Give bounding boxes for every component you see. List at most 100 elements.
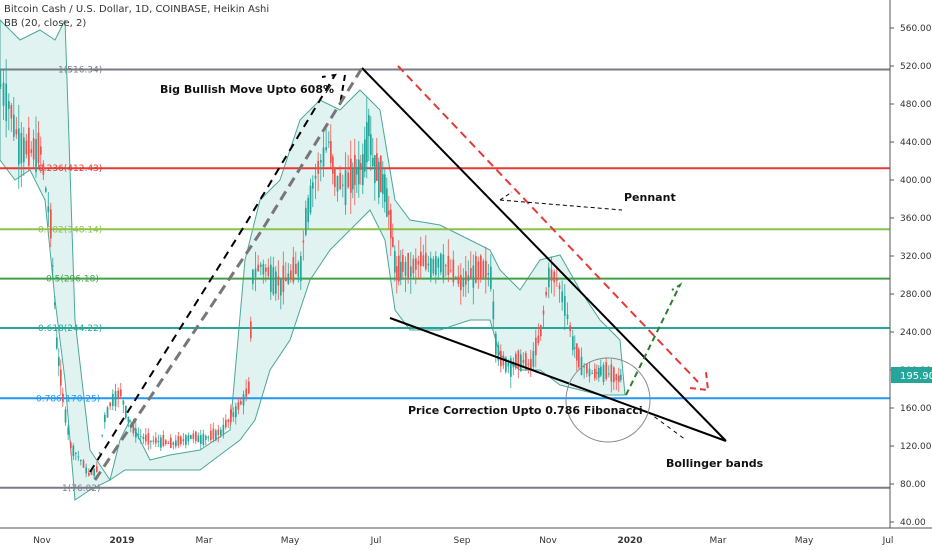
y-tick-label: 280.00 xyxy=(900,290,932,300)
candle-body xyxy=(88,472,90,476)
candle-body xyxy=(410,266,412,277)
candle-body xyxy=(145,434,147,442)
candle-body xyxy=(160,437,162,448)
last-price-badge: 195.90 xyxy=(891,367,932,383)
candle-body xyxy=(5,83,8,122)
candle-body xyxy=(394,251,396,273)
candle-body xyxy=(620,374,622,380)
candle-body xyxy=(15,129,18,135)
candle-body xyxy=(242,394,245,406)
y-tick-label: 40.00 xyxy=(900,518,926,528)
candle-body xyxy=(334,168,336,188)
price-axis: 40.0080.00120.00160.00200.00240.00280.00… xyxy=(890,24,932,528)
fib-label: 0.236(412.43) xyxy=(38,164,102,174)
candle-body xyxy=(545,291,548,296)
red-dashed-tail xyxy=(689,371,710,392)
candle-body xyxy=(42,163,45,175)
candle-body xyxy=(362,154,364,186)
x-tick-label: Nov xyxy=(33,536,51,546)
candle-body xyxy=(175,440,177,447)
x-tick-label: Nov xyxy=(539,536,557,546)
candle-body xyxy=(470,267,472,280)
candle-body xyxy=(190,434,192,440)
candle-body xyxy=(207,436,210,438)
candle-body xyxy=(152,440,155,442)
candle-body xyxy=(217,429,220,435)
candle-body xyxy=(402,255,404,272)
candle-body xyxy=(307,197,310,223)
candle-body xyxy=(472,265,475,288)
candle-body xyxy=(314,175,317,179)
candle-body xyxy=(591,373,594,375)
candle-body xyxy=(344,170,347,206)
y-tick-label: 520.00 xyxy=(900,62,932,72)
candle-body xyxy=(437,258,440,268)
candle-body xyxy=(583,366,586,368)
candle-body xyxy=(455,277,457,279)
candle-body xyxy=(170,437,172,448)
candle-body xyxy=(352,169,354,190)
candle-body xyxy=(572,336,574,351)
candle-body xyxy=(578,349,580,368)
candle-body xyxy=(532,351,535,367)
candle-body xyxy=(82,460,85,468)
candle-body xyxy=(212,428,215,440)
candle-body xyxy=(550,269,553,281)
candle-body xyxy=(598,367,600,378)
candle-body xyxy=(336,175,339,192)
pennant-dashed-2 xyxy=(499,191,513,201)
big-move-dashed-gray xyxy=(93,67,364,481)
candle-body xyxy=(292,257,295,282)
candle-body xyxy=(370,134,372,156)
big-move-dashed-black xyxy=(89,73,337,473)
fib-label: 1(516.34) xyxy=(58,65,102,75)
candle-body xyxy=(237,402,240,410)
candle-body xyxy=(18,128,20,165)
candle-body xyxy=(427,263,430,266)
candle-body xyxy=(80,460,82,462)
candle-body xyxy=(285,277,287,282)
candle-body xyxy=(460,274,462,291)
candle-body xyxy=(615,374,618,381)
candle-body xyxy=(287,273,290,284)
candle-body xyxy=(390,209,392,239)
bollinger-pointer xyxy=(647,411,687,441)
y-tick-label: 160.00 xyxy=(900,404,932,414)
candle-body xyxy=(530,359,532,369)
candle-body xyxy=(182,439,185,442)
candle-body xyxy=(52,265,54,267)
candle-body xyxy=(157,440,160,443)
candle-body xyxy=(277,276,280,286)
candle-body xyxy=(117,390,120,399)
candle-body xyxy=(250,321,252,339)
candle-body xyxy=(98,452,101,454)
candle-body xyxy=(104,414,106,423)
candle-body xyxy=(72,445,75,457)
candle-body xyxy=(594,368,596,379)
candle-body xyxy=(475,255,477,283)
candle-body xyxy=(425,252,427,270)
y-tick-label: 80.00 xyxy=(900,480,926,490)
triangle-top-line xyxy=(361,67,727,442)
candle-body xyxy=(445,265,447,267)
candle-body xyxy=(535,337,537,356)
candle-body xyxy=(67,427,70,435)
candle-body xyxy=(225,419,227,428)
candle-body xyxy=(576,343,578,361)
candle-body xyxy=(101,434,104,436)
candle-body xyxy=(440,253,442,273)
candle-body xyxy=(515,354,517,369)
candle-body xyxy=(396,266,398,281)
candle-body xyxy=(305,207,307,235)
candle-body xyxy=(330,141,332,163)
y-tick-label: 360.00 xyxy=(900,214,932,224)
candle-body xyxy=(96,466,98,472)
candle-body xyxy=(378,161,380,198)
candle-body xyxy=(132,423,135,434)
candle-body xyxy=(165,440,167,445)
candle-body xyxy=(240,401,242,405)
candle-body xyxy=(222,424,225,434)
candle-body xyxy=(320,159,322,163)
candle-body xyxy=(232,412,235,417)
